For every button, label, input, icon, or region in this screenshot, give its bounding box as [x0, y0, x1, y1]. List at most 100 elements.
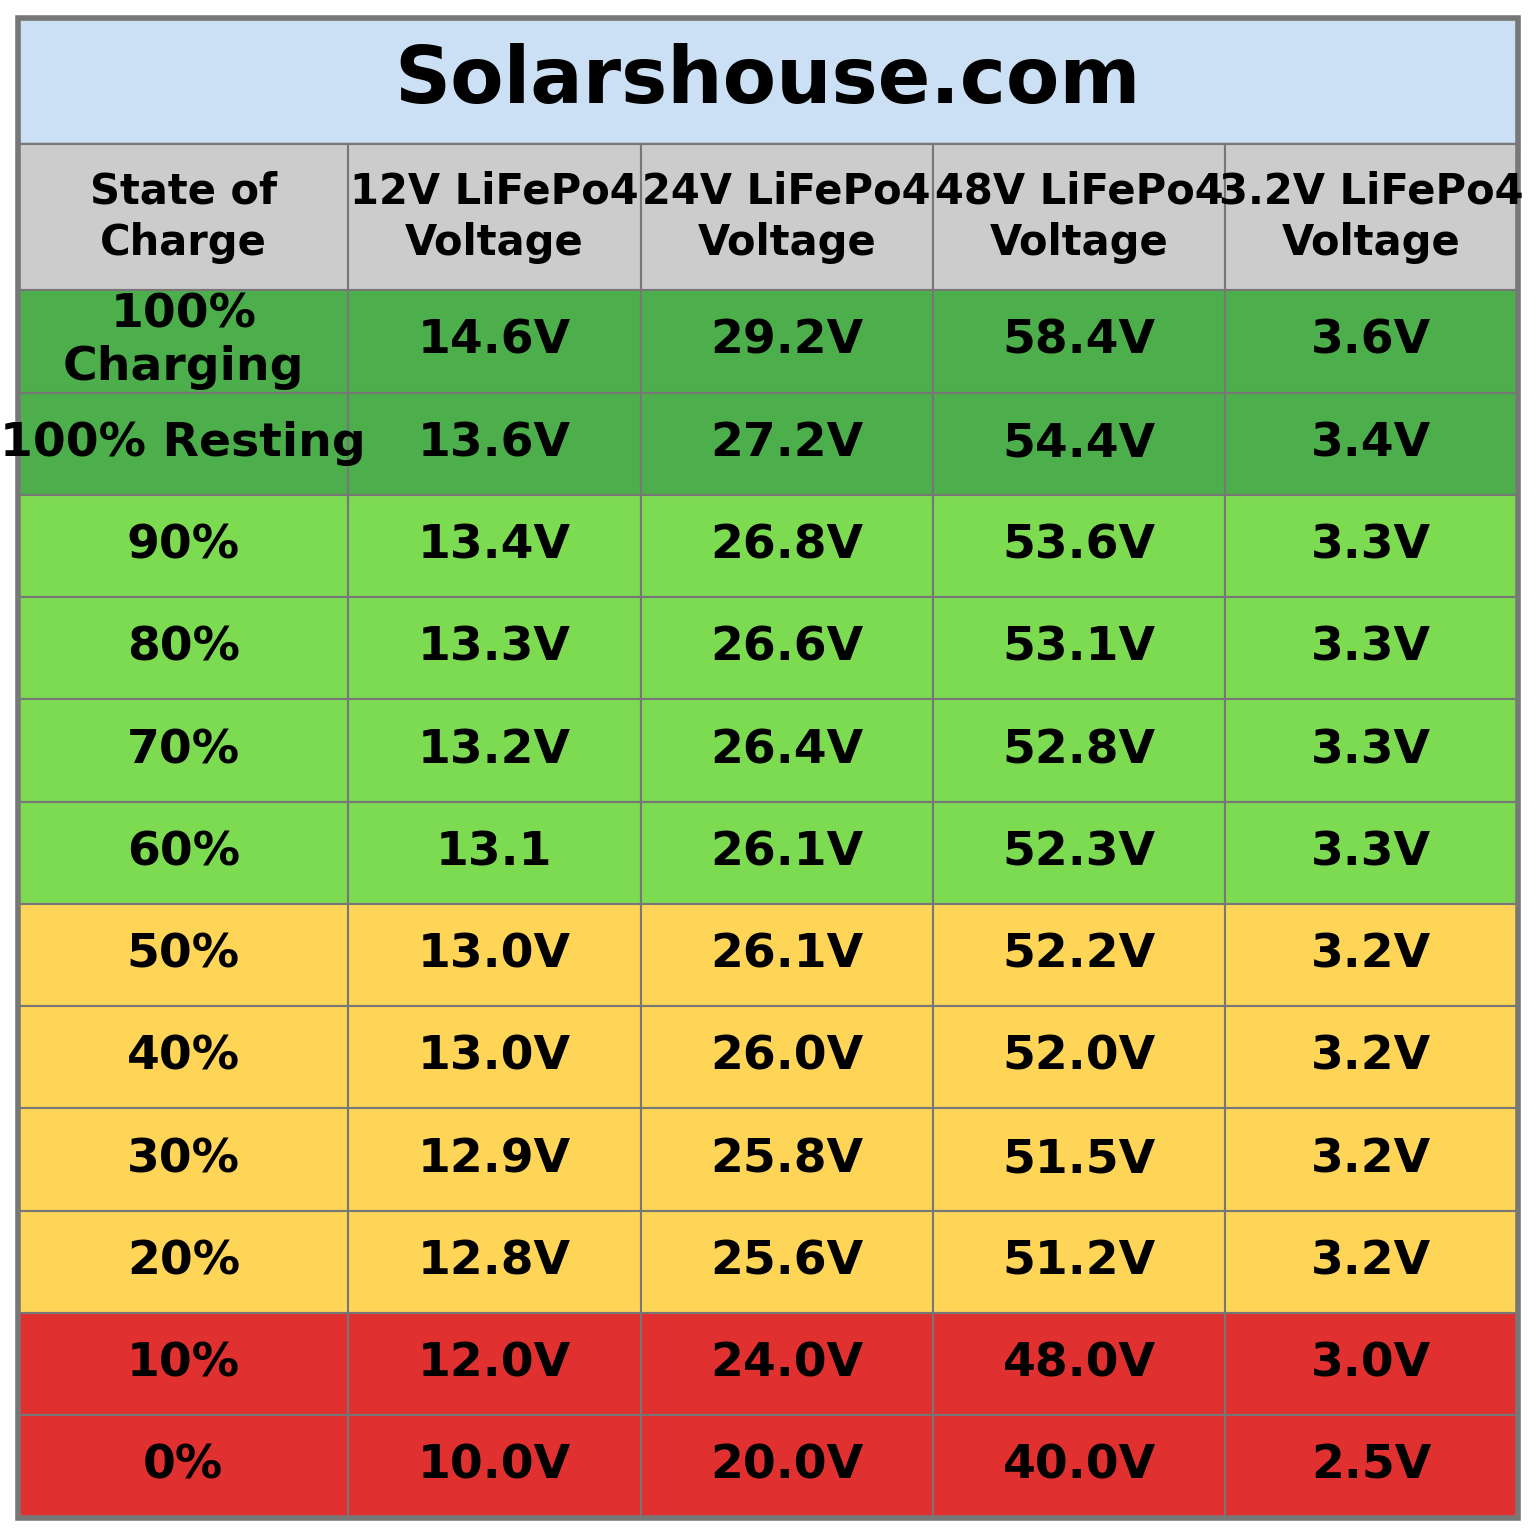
FancyBboxPatch shape: [349, 144, 641, 290]
FancyBboxPatch shape: [1226, 1415, 1518, 1518]
FancyBboxPatch shape: [349, 495, 641, 598]
Text: 3.3V: 3.3V: [1312, 524, 1432, 568]
FancyBboxPatch shape: [1226, 802, 1518, 903]
Text: 26.8V: 26.8V: [710, 524, 863, 568]
Text: 3.2V: 3.2V: [1312, 932, 1432, 977]
FancyBboxPatch shape: [18, 903, 349, 1006]
Text: 12V LiFePo4
Voltage: 12V LiFePo4 Voltage: [350, 170, 639, 264]
Text: 53.6V: 53.6V: [1003, 524, 1155, 568]
Text: 13.2V: 13.2V: [418, 728, 571, 773]
FancyBboxPatch shape: [641, 1006, 932, 1109]
Text: 26.4V: 26.4V: [710, 728, 863, 773]
FancyBboxPatch shape: [641, 802, 932, 903]
Text: 70%: 70%: [127, 728, 240, 773]
FancyBboxPatch shape: [641, 1313, 932, 1415]
Text: 3.3V: 3.3V: [1312, 728, 1432, 773]
FancyBboxPatch shape: [1226, 144, 1518, 290]
Text: 3.2V LiFePo4
Voltage: 3.2V LiFePo4 Voltage: [1220, 170, 1524, 264]
Text: 80%: 80%: [127, 625, 240, 671]
Text: 3.4V: 3.4V: [1312, 421, 1432, 467]
FancyBboxPatch shape: [1226, 290, 1518, 393]
Text: 30%: 30%: [127, 1137, 240, 1183]
Text: 24V LiFePo4
Voltage: 24V LiFePo4 Voltage: [642, 170, 931, 264]
FancyBboxPatch shape: [18, 290, 349, 393]
Text: 54.4V: 54.4V: [1003, 421, 1155, 467]
FancyBboxPatch shape: [1226, 598, 1518, 699]
Text: 100% Resting: 100% Resting: [0, 421, 366, 467]
Text: 26.1V: 26.1V: [710, 932, 863, 977]
FancyBboxPatch shape: [932, 1109, 1226, 1210]
Text: 52.3V: 52.3V: [1003, 831, 1155, 876]
FancyBboxPatch shape: [932, 1210, 1226, 1313]
FancyBboxPatch shape: [1226, 699, 1518, 802]
FancyBboxPatch shape: [18, 393, 349, 495]
FancyBboxPatch shape: [349, 1109, 641, 1210]
Text: 10%: 10%: [127, 1341, 240, 1387]
Text: 58.4V: 58.4V: [1003, 319, 1155, 364]
Text: 25.6V: 25.6V: [710, 1240, 863, 1284]
Text: 40.0V: 40.0V: [1003, 1444, 1155, 1488]
Text: 3.6V: 3.6V: [1312, 319, 1432, 364]
FancyBboxPatch shape: [18, 802, 349, 903]
FancyBboxPatch shape: [932, 290, 1226, 393]
FancyBboxPatch shape: [18, 699, 349, 802]
Text: 13.1: 13.1: [436, 831, 553, 876]
Text: 51.5V: 51.5V: [1003, 1137, 1155, 1183]
Text: 50%: 50%: [127, 932, 240, 977]
Text: 3.3V: 3.3V: [1312, 831, 1432, 876]
FancyBboxPatch shape: [18, 18, 1518, 144]
FancyBboxPatch shape: [349, 393, 641, 495]
Text: 26.1V: 26.1V: [710, 831, 863, 876]
FancyBboxPatch shape: [349, 699, 641, 802]
FancyBboxPatch shape: [641, 1109, 932, 1210]
FancyBboxPatch shape: [18, 1006, 349, 1109]
FancyBboxPatch shape: [932, 802, 1226, 903]
FancyBboxPatch shape: [1226, 903, 1518, 1006]
FancyBboxPatch shape: [641, 290, 932, 393]
Text: 13.3V: 13.3V: [418, 625, 571, 671]
FancyBboxPatch shape: [932, 699, 1226, 802]
FancyBboxPatch shape: [18, 495, 349, 598]
FancyBboxPatch shape: [641, 1210, 932, 1313]
Text: 10.0V: 10.0V: [418, 1444, 571, 1488]
Text: 26.6V: 26.6V: [710, 625, 863, 671]
Text: 20.0V: 20.0V: [710, 1444, 863, 1488]
FancyBboxPatch shape: [641, 144, 932, 290]
FancyBboxPatch shape: [932, 598, 1226, 699]
Text: 48V LiFePo4
Voltage: 48V LiFePo4 Voltage: [935, 170, 1223, 264]
Text: 60%: 60%: [127, 831, 240, 876]
FancyBboxPatch shape: [18, 1313, 349, 1415]
Text: 3.2V: 3.2V: [1312, 1240, 1432, 1284]
Text: 13.0V: 13.0V: [418, 1035, 571, 1080]
Text: 12.9V: 12.9V: [418, 1137, 571, 1183]
Text: 3.3V: 3.3V: [1312, 625, 1432, 671]
Text: 14.6V: 14.6V: [418, 319, 571, 364]
FancyBboxPatch shape: [18, 144, 349, 290]
FancyBboxPatch shape: [1226, 1006, 1518, 1109]
Text: 100%
Charging: 100% Charging: [63, 293, 304, 390]
FancyBboxPatch shape: [932, 1313, 1226, 1415]
FancyBboxPatch shape: [349, 903, 641, 1006]
Text: 53.1V: 53.1V: [1003, 625, 1155, 671]
FancyBboxPatch shape: [18, 598, 349, 699]
Text: 24.0V: 24.0V: [710, 1341, 863, 1387]
Text: 3.0V: 3.0V: [1312, 1341, 1432, 1387]
Text: 0%: 0%: [143, 1444, 223, 1488]
Text: 27.2V: 27.2V: [710, 421, 863, 467]
FancyBboxPatch shape: [932, 393, 1226, 495]
FancyBboxPatch shape: [349, 1006, 641, 1109]
FancyBboxPatch shape: [641, 495, 932, 598]
Text: 20%: 20%: [127, 1240, 240, 1284]
FancyBboxPatch shape: [641, 598, 932, 699]
Text: 40%: 40%: [127, 1035, 240, 1080]
FancyBboxPatch shape: [932, 1006, 1226, 1109]
Text: 12.0V: 12.0V: [418, 1341, 571, 1387]
Text: 26.0V: 26.0V: [710, 1035, 863, 1080]
FancyBboxPatch shape: [18, 1210, 349, 1313]
Text: 13.0V: 13.0V: [418, 932, 571, 977]
FancyBboxPatch shape: [18, 1415, 349, 1518]
FancyBboxPatch shape: [641, 1415, 932, 1518]
FancyBboxPatch shape: [932, 903, 1226, 1006]
FancyBboxPatch shape: [932, 495, 1226, 598]
Text: Solarshouse.com: Solarshouse.com: [395, 43, 1141, 120]
